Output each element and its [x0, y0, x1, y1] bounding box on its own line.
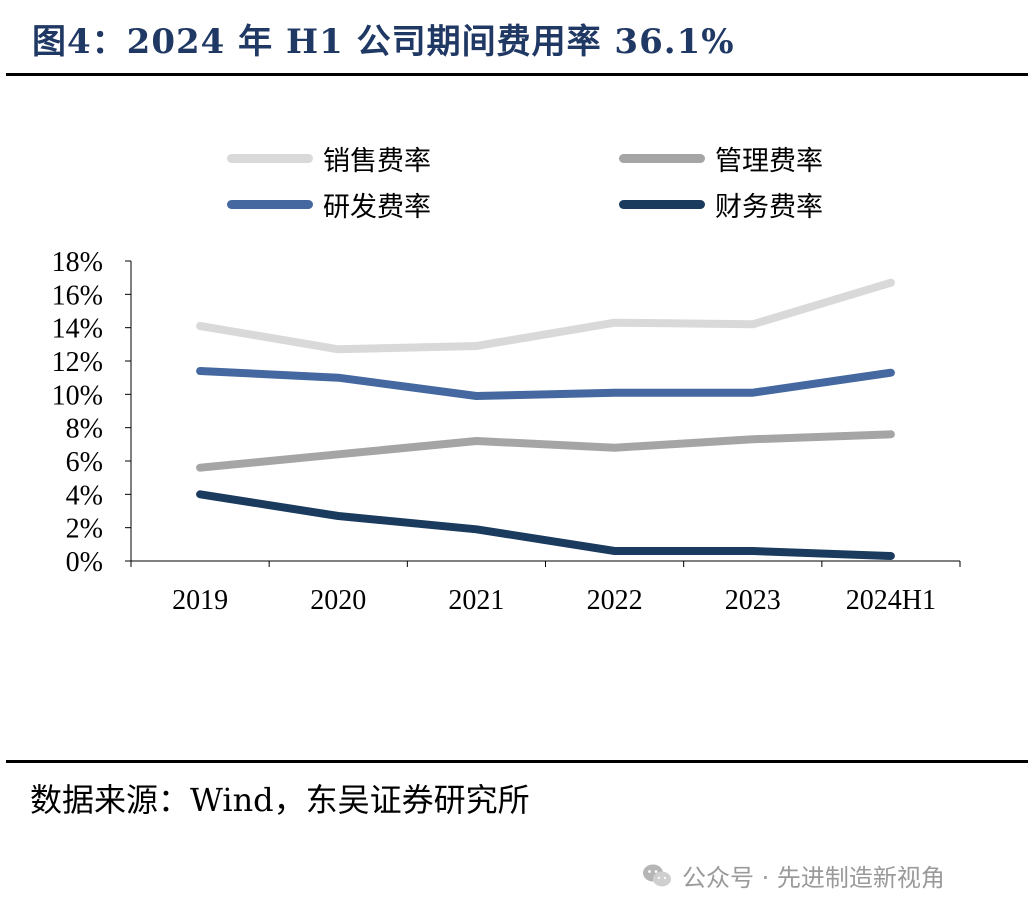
watermark: 公众号 · 先进制造新视角	[642, 858, 945, 893]
legend-label: 管理费率	[715, 145, 823, 177]
x-tick-label: 2022	[587, 585, 643, 616]
watermark-text: 公众号 · 先进制造新视角	[682, 864, 945, 892]
legend-item: 财务费率	[619, 186, 823, 223]
y-tick-label: 0%	[66, 547, 103, 578]
x-tick-label: 2023	[725, 585, 781, 616]
legend-swatch	[619, 199, 705, 209]
source-note: 数据来源：Wind，东吴证券研究所	[30, 781, 530, 819]
y-tick-label: 8%	[66, 414, 103, 445]
x-tick-label: 2020	[310, 585, 366, 616]
y-tick-label: 18%	[52, 247, 103, 278]
figure-title: 图4：2024 年 H1 公司期间费用率 36.1%	[32, 22, 735, 62]
legend-item: 研发费率	[227, 186, 431, 223]
x-tick-label: 2024H1	[846, 585, 936, 616]
series-line-1	[196, 278, 895, 354]
legend-swatch	[619, 153, 705, 163]
y-tick-label: 6%	[66, 447, 103, 478]
source-rule	[6, 760, 1028, 763]
y-tick-label: 12%	[52, 347, 103, 378]
x-tick-label: 2019	[172, 585, 228, 616]
title-rule	[6, 73, 1028, 76]
x-tick-label: 2021	[448, 585, 504, 616]
wechat-icon	[643, 864, 671, 886]
y-tick-label: 14%	[52, 314, 103, 345]
y-tick-label: 2%	[66, 514, 103, 545]
line-chart: 0%2%4%6%8%10%12%14%16%18% 2019 2020 2021 202…	[52, 247, 961, 616]
legend-swatch	[227, 153, 313, 163]
legend-swatch	[227, 199, 313, 209]
series-line-4	[196, 490, 895, 560]
y-tick-label: 4%	[66, 480, 103, 511]
legend-item: 管理费率	[619, 140, 823, 177]
y-tick-label: 10%	[52, 380, 103, 411]
y-tick-label: 16%	[52, 280, 103, 311]
legend-label: 财务费率	[715, 191, 823, 223]
legend-label: 研发费率	[323, 191, 431, 223]
series-line-3	[196, 367, 895, 400]
legend-label: 销售费率	[323, 145, 431, 177]
legend-item: 销售费率	[227, 140, 431, 177]
series-line-2	[196, 430, 895, 472]
